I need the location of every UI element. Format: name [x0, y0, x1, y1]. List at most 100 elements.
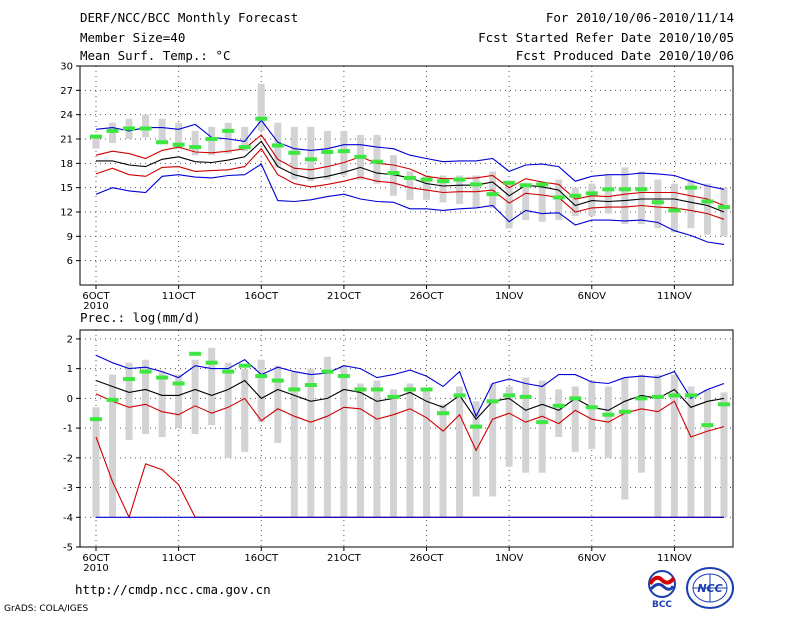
range-bar: [224, 362, 232, 458]
range-bar: [456, 175, 464, 204]
range-bar: [307, 126, 315, 182]
range-bar: [109, 122, 117, 144]
observed-marker: [602, 187, 615, 192]
observed-marker: [453, 177, 466, 182]
observed-marker: [585, 191, 598, 196]
range-bar: [389, 155, 397, 196]
observed-marker: [536, 420, 549, 425]
observed-marker: [271, 143, 284, 148]
range-bar: [604, 175, 612, 214]
range-bar: [340, 365, 348, 518]
range-bar: [224, 122, 232, 154]
range-bar: [654, 374, 662, 518]
y-tick-label: 2: [67, 334, 73, 345]
observed-marker: [354, 154, 367, 159]
range-bar: [191, 130, 199, 156]
observed-marker: [602, 412, 615, 417]
observed-marker: [370, 159, 383, 164]
range-bar: [439, 175, 447, 203]
range-bar: [571, 187, 579, 217]
y-tick-label: 15: [60, 183, 73, 194]
x-tick-year: 2010: [83, 301, 108, 312]
forecast-period: For 2010/10/06-2010/11/14: [545, 10, 734, 25]
range-bar: [92, 134, 100, 149]
observed-marker: [701, 199, 714, 204]
series-upper-blue: [95, 119, 725, 190]
observed-marker: [288, 150, 301, 155]
observed-marker: [90, 134, 102, 139]
observed-marker: [123, 377, 136, 382]
range-bar: [670, 374, 678, 518]
observed-marker: [618, 409, 631, 414]
observed-marker: [337, 149, 350, 154]
range-bar: [323, 130, 331, 180]
observed-marker: [651, 200, 664, 205]
x-tick-label: 6NOV: [578, 553, 607, 564]
observed-marker: [453, 393, 466, 398]
precipitation-title: Prec.: log(mm/d): [80, 310, 200, 325]
observed-marker: [255, 374, 268, 379]
observed-marker: [552, 403, 565, 408]
observed-marker: [668, 208, 681, 213]
x-tick-label: 1NOV: [495, 291, 524, 302]
x-tick-label: 6NOV: [578, 291, 607, 302]
observed-marker: [172, 142, 185, 147]
range-bar: [423, 175, 431, 200]
grads-credit: GrADS: COLA/IGES: [4, 604, 89, 614]
observed-marker: [668, 393, 681, 398]
observed-marker: [536, 182, 549, 187]
ncc-logo: NCC: [686, 567, 734, 609]
series-upper-red: [95, 393, 725, 452]
range-bar: [406, 383, 414, 518]
range-bar: [687, 179, 695, 229]
source-url[interactable]: http://cmdp.ncc.cma.gov.cn: [75, 582, 271, 597]
observed-marker: [503, 180, 516, 185]
x-tick-label: 6OCT: [82, 291, 110, 302]
x-tick-label: 16OCT: [244, 291, 279, 302]
range-bar: [158, 118, 166, 144]
forecast-start-date: Fcst Started Refer Date 2010/10/05: [478, 30, 734, 45]
observed-marker: [701, 423, 714, 428]
observed-marker: [90, 417, 102, 422]
y-tick-label: -2: [63, 453, 73, 464]
bcc-logo-text: BCC: [652, 600, 672, 610]
observed-marker: [503, 393, 516, 398]
x-tick-label: 11OCT: [162, 291, 197, 302]
range-bar: [637, 374, 645, 473]
y-tick-label: 1: [67, 364, 73, 375]
range-bar: [389, 389, 397, 518]
range-bar: [92, 407, 100, 518]
range-bar: [373, 380, 381, 518]
y-tick-label: 27: [60, 86, 73, 97]
x-tick-label: 11OCT: [162, 553, 197, 564]
observed-marker: [718, 402, 730, 407]
range-bar: [439, 404, 447, 518]
x-tick-label: 6OCT: [82, 553, 110, 564]
x-tick-label: 16OCT: [244, 553, 279, 564]
observed-marker: [304, 382, 317, 387]
series-ensemble-mean: [95, 379, 725, 421]
x-tick-label: 21OCT: [327, 553, 362, 564]
range-bar: [555, 389, 563, 438]
observed-marker: [387, 394, 400, 399]
observed-marker: [238, 145, 251, 150]
observed-marker: [304, 157, 317, 162]
range-bar: [356, 383, 364, 518]
range-bar: [522, 183, 530, 221]
observed-marker: [387, 171, 400, 176]
y-tick-label: -3: [63, 483, 73, 494]
range-bar: [588, 183, 596, 217]
range-bar: [307, 368, 315, 518]
precipitation-frame: [79, 329, 734, 548]
observed-marker: [156, 375, 169, 380]
range-bar: [274, 365, 282, 443]
observed-marker: [519, 394, 532, 399]
y-tick-label: 0: [67, 394, 73, 405]
range-bar: [175, 374, 183, 429]
variable-label: Mean Surf. Temp.: °C: [80, 48, 231, 63]
range-bar: [505, 386, 513, 467]
observed-marker: [106, 397, 119, 402]
observed-marker: [156, 140, 169, 145]
